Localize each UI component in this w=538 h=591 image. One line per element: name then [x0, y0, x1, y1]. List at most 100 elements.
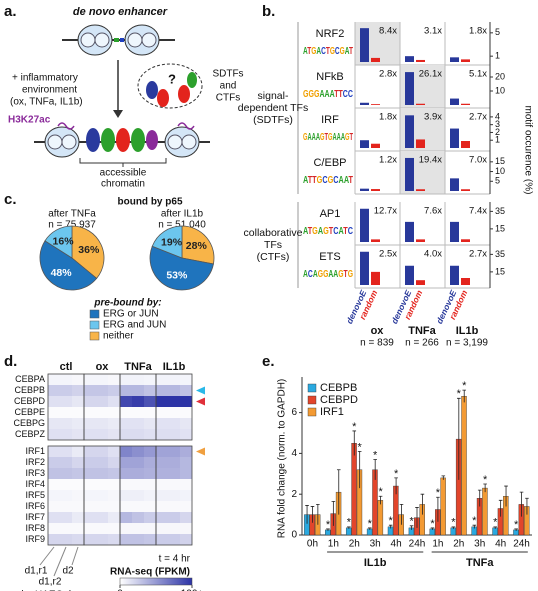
panel-label: b.: [262, 3, 275, 20]
heat-cell: [72, 479, 84, 490]
pie-label: 48%: [51, 267, 73, 279]
row-label: IRF8: [25, 523, 45, 533]
heat-cell: [84, 523, 96, 534]
group-label: IL1b: [364, 557, 387, 569]
fold-label: 1.2x: [379, 155, 397, 166]
fold-label: 2.7x: [469, 112, 487, 123]
row-label: IRF4: [25, 479, 45, 489]
heat-cell: [120, 446, 132, 457]
heat-cell: [72, 374, 84, 385]
row-label: CEBPZ: [15, 429, 46, 439]
y-tick-label: 35: [495, 206, 505, 216]
bar: [360, 140, 369, 148]
bar: [371, 189, 380, 191]
legend-label: CEBPB: [320, 382, 357, 394]
heat-cell: [156, 468, 168, 479]
significance: *: [326, 519, 331, 531]
legend-label: CEBPD: [320, 394, 358, 406]
heat-cell: [108, 468, 120, 479]
pie-slice: [71, 225, 105, 279]
tf: [131, 128, 145, 152]
heat-cell: [60, 374, 72, 385]
error-bar: [394, 477, 398, 495]
bar: [450, 178, 459, 191]
heat-cell: [144, 457, 156, 468]
row-label: CEBPA: [15, 374, 45, 384]
heat-cell: [168, 418, 180, 429]
heat-cell: [48, 512, 60, 523]
bar: [371, 239, 380, 242]
heat-cell: [144, 374, 156, 385]
significance: *: [493, 517, 498, 529]
heat-cell: [96, 534, 108, 545]
error-bar: [498, 499, 503, 517]
heat-cell: [168, 385, 180, 396]
heat-cell: [96, 512, 108, 523]
bar: [461, 278, 470, 285]
heat-cell: [108, 501, 120, 512]
heat-cell: [132, 407, 144, 418]
pie-slice: [39, 240, 98, 291]
motif-logo: ATGACTGCGAT: [303, 46, 353, 57]
nucleosome-core: [94, 32, 110, 48]
heat-cell: [120, 523, 132, 534]
column-label: TNFa: [124, 361, 152, 373]
heat-cell: [84, 457, 96, 468]
replicate-label: d1,r1: [25, 566, 48, 577]
fold-label: 3.9x: [424, 112, 442, 123]
heat-cell: [96, 468, 108, 479]
heat-cell: [144, 385, 156, 396]
heat-cell: [72, 407, 84, 418]
heat-cell: [48, 479, 60, 490]
error-bar: [519, 491, 524, 517]
bar: [360, 102, 369, 105]
heat-cell: [60, 418, 72, 429]
heat-cell: [132, 468, 144, 479]
y-tick-label: 1: [495, 135, 500, 145]
bar: [405, 157, 414, 191]
bar: [360, 28, 369, 63]
error-bar: [336, 469, 341, 515]
fold-label: 7.6x: [424, 206, 442, 217]
heat-cell: [168, 468, 180, 479]
chart-title: bound by p65: [118, 197, 183, 208]
error-bar: [388, 524, 393, 529]
factor-text: CTFs: [216, 93, 240, 104]
nucleosome-core: [181, 134, 197, 150]
heat-cell: [156, 396, 168, 407]
heat-cell: [132, 396, 144, 407]
bar: [405, 221, 414, 242]
heat-cell: [60, 385, 72, 396]
heat-cell: [168, 429, 180, 440]
significance: *: [483, 474, 488, 486]
replicate-pointer: [39, 546, 55, 566]
legend-title: pre-bound by:: [93, 298, 161, 309]
significance: *: [368, 518, 373, 530]
outcome-text: chromatin: [101, 179, 145, 190]
error-bar: [357, 450, 362, 489]
motif-site: [114, 38, 119, 42]
arrow-marker: [196, 447, 205, 456]
heat-cell: [120, 374, 132, 385]
bar: [371, 104, 380, 105]
arrow-marker: [196, 397, 205, 406]
significance: *: [389, 515, 394, 527]
heat-cell: [84, 534, 96, 545]
heat-cell: [168, 374, 180, 385]
y-axis-title: RNA fold change (norm. to GAPDH): [277, 379, 288, 539]
bar: [440, 477, 446, 536]
heat-cell: [168, 446, 180, 457]
motif-name: ETS: [319, 251, 340, 263]
heat-cell: [60, 407, 72, 418]
significance: *: [409, 516, 414, 528]
heat-cell: [84, 490, 96, 501]
y-tick-label: 3: [495, 119, 500, 129]
heat-cell: [84, 407, 96, 418]
motif-name: IRF: [321, 114, 339, 126]
factor-text: SDTFs: [212, 69, 243, 80]
heat-cell: [96, 501, 108, 512]
y-tick-label: 15: [495, 156, 505, 166]
motif-name: NFkB: [316, 71, 344, 83]
bar: [416, 139, 425, 148]
